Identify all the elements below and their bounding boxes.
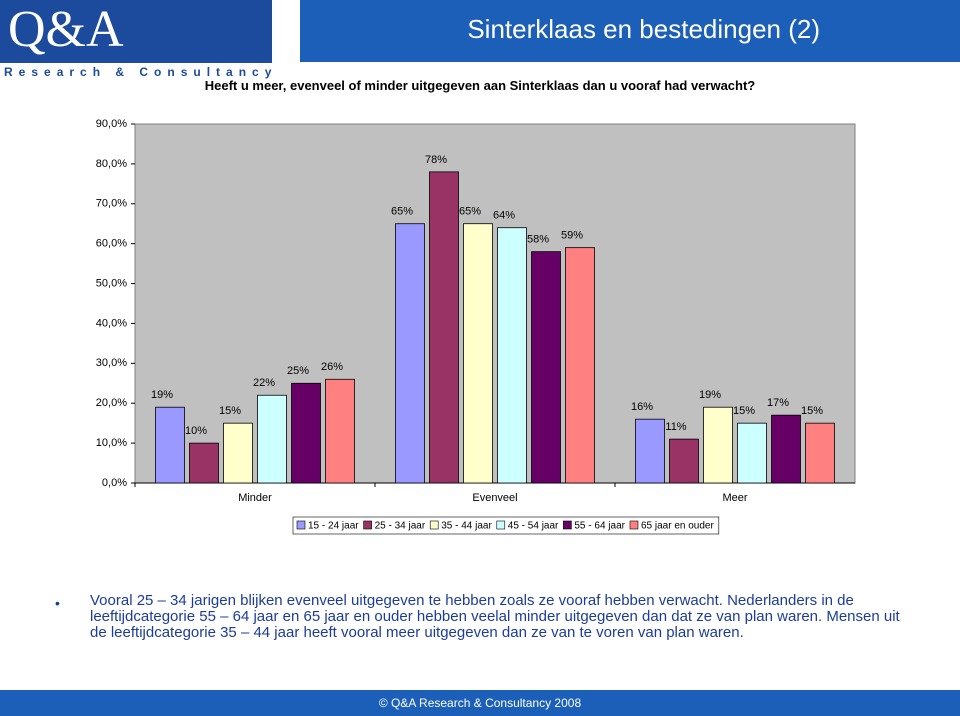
- chart-title: Heeft u meer, evenveel of minder uitgege…: [204, 78, 756, 93]
- legend-label: 65 jaar en ouder: [641, 521, 715, 532]
- y-tick-label: 20,0%: [96, 397, 127, 409]
- value-label: 17%: [767, 397, 789, 409]
- bar: [189, 442, 219, 484]
- y-tick-label: 0,0%: [102, 477, 127, 489]
- note-text: Vooral 25 – 34 jarigen blijken evenveel …: [90, 592, 900, 641]
- legend-swatch: [629, 520, 639, 530]
- y-tick-label: 80,0%: [96, 158, 127, 170]
- bar: [257, 394, 287, 484]
- bar: [669, 438, 699, 484]
- bar: [155, 406, 185, 484]
- legend-label: 45 - 54 jaar: [508, 521, 559, 532]
- value-label: 78%: [425, 154, 447, 166]
- legend-label: 25 - 34 jaar: [375, 521, 426, 532]
- value-label: 10%: [185, 425, 207, 437]
- value-label: 26%: [321, 361, 343, 373]
- x-tick-label: Meer: [722, 492, 747, 504]
- legend-box: [292, 516, 720, 535]
- y-tick-label: 40,0%: [96, 317, 127, 329]
- bar: [223, 422, 253, 484]
- chart: 0,0% 10,0% 20,0% 30,0% 40,0% 50,0% 60,0% 70,0% 8…: [96, 118, 856, 535]
- y-tick-label: 60,0%: [96, 238, 127, 250]
- bar: [497, 227, 527, 484]
- value-label: 15%: [219, 405, 241, 417]
- slide-title: Sinterklaas en bestedingen (2): [300, 0, 960, 62]
- legend-swatch: [563, 520, 572, 530]
- value-label: 65%: [391, 206, 413, 218]
- bar: [429, 171, 459, 484]
- y-tick-label: 90,0%: [96, 118, 127, 130]
- y-tick-label: 10,0%: [96, 437, 127, 449]
- legend-label: 55 - 64 jaar: [574, 521, 625, 532]
- logo: Q&A: [0, 0, 272, 63]
- value-label: 25%: [287, 365, 309, 377]
- value-label: 59%: [561, 230, 583, 242]
- y-tick-label: 70,0%: [96, 198, 127, 210]
- footer: © Q&A Research & Consultancy 2008: [0, 690, 960, 716]
- y-tick-label: 50,0%: [96, 277, 127, 289]
- legend-swatch: [429, 520, 439, 530]
- bar: [737, 422, 767, 484]
- bar: [291, 382, 321, 484]
- bullet: •: [55, 595, 60, 611]
- value-label: 11%: [665, 421, 686, 433]
- bar: [531, 251, 561, 484]
- value-label: 16%: [631, 401, 653, 413]
- value-label: 22%: [253, 377, 275, 389]
- x-tick-label: Evenveel: [472, 492, 517, 504]
- logo-subtitle: Research & Consultancy: [4, 65, 278, 79]
- value-label: 19%: [151, 389, 173, 401]
- value-label: 58%: [527, 234, 549, 246]
- plot-area: [134, 123, 856, 484]
- value-label: 65%: [459, 206, 481, 218]
- value-label: 64%: [493, 210, 515, 222]
- value-label: 19%: [699, 389, 721, 401]
- x-tick-label: Minder: [238, 492, 272, 504]
- bar: [635, 418, 665, 484]
- legend-swatch: [296, 520, 306, 530]
- bar: [771, 414, 801, 484]
- y-tick-label: 30,0%: [96, 357, 127, 369]
- value-label: 15%: [801, 405, 823, 417]
- bar: [805, 422, 835, 484]
- legend-label: 35 - 44 jaar: [441, 521, 492, 532]
- legend-swatch: [363, 520, 372, 530]
- legend-swatch: [496, 520, 506, 530]
- legend-label: 15 - 24 jaar: [308, 521, 359, 532]
- bar: [565, 247, 595, 484]
- bar: [703, 406, 733, 484]
- value-label: 15%: [733, 405, 755, 417]
- bar: [463, 223, 493, 484]
- bar: [325, 378, 355, 484]
- bar: [395, 223, 425, 484]
